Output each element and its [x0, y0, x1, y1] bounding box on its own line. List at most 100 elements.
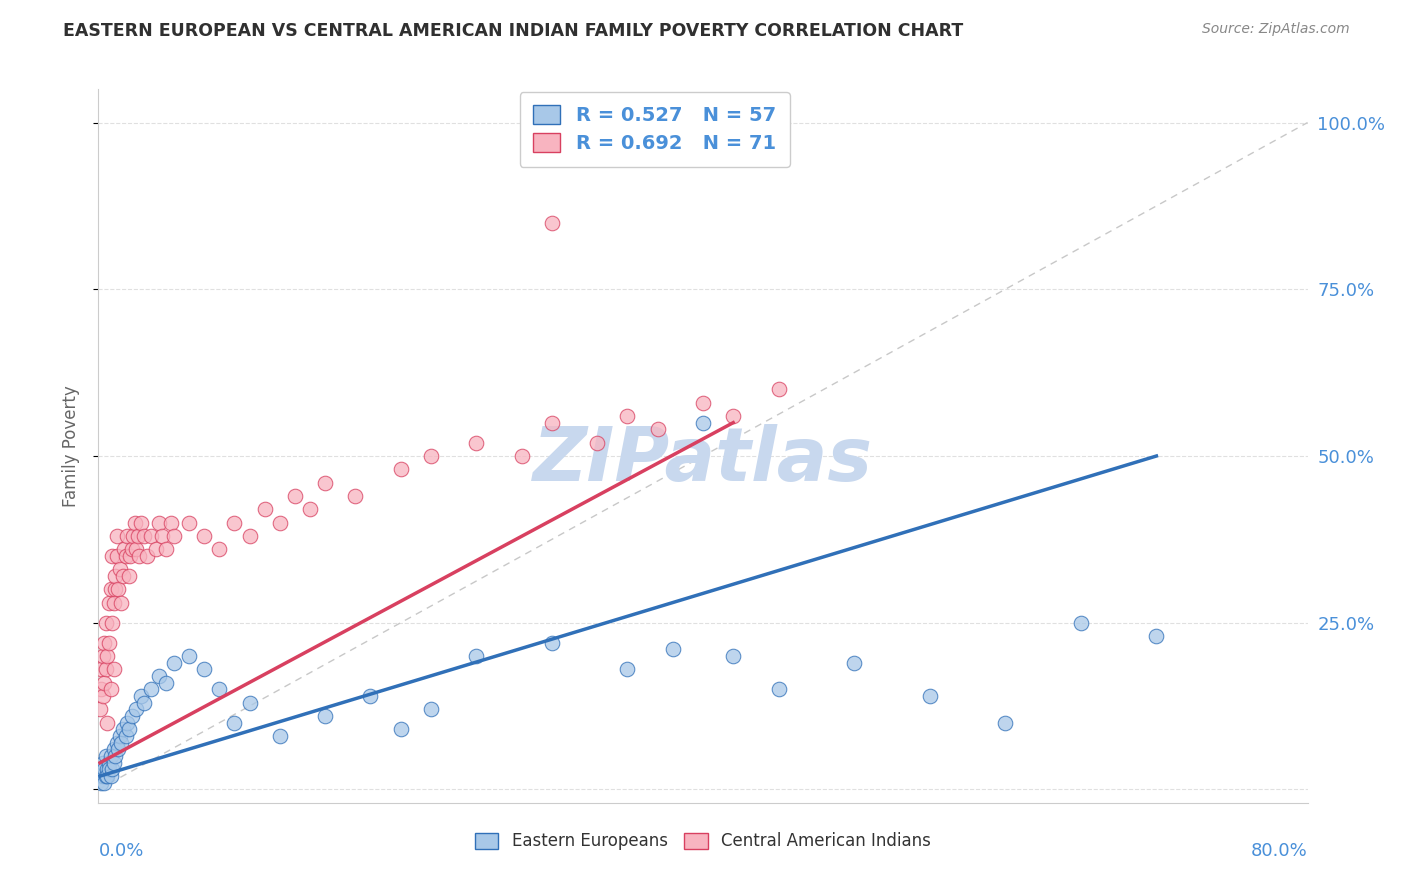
Point — [125, 702, 148, 716]
Point — [465, 435, 488, 450]
Point — [112, 542, 135, 557]
Text: ZIPatlas: ZIPatlas — [533, 424, 873, 497]
Point — [224, 516, 246, 530]
Point — [111, 723, 134, 737]
Point — [208, 682, 231, 697]
Point — [723, 649, 745, 664]
Point — [118, 569, 141, 583]
Point — [98, 763, 121, 777]
Point — [540, 636, 562, 650]
Point — [103, 756, 125, 770]
Text: EASTERN EUROPEAN VS CENTRAL AMERICAN INDIAN FAMILY POVERTY CORRELATION CHART: EASTERN EUROPEAN VS CENTRAL AMERICAN IND… — [63, 22, 963, 40]
Point — [150, 529, 173, 543]
Point — [105, 529, 128, 543]
Point — [148, 669, 170, 683]
Point — [420, 702, 443, 716]
Point — [128, 549, 150, 563]
Legend: Eastern Europeans, Central American Indians: Eastern Europeans, Central American Indi… — [467, 824, 939, 859]
Point — [89, 769, 111, 783]
Point — [101, 549, 124, 563]
Point — [101, 763, 124, 777]
Point — [768, 682, 790, 697]
Point — [94, 615, 117, 630]
Point — [103, 742, 125, 756]
Point — [224, 715, 246, 730]
Point — [121, 709, 143, 723]
Point — [94, 749, 117, 764]
Point — [104, 582, 127, 597]
Point — [586, 435, 609, 450]
Point — [100, 582, 122, 597]
Point — [129, 516, 152, 530]
Point — [647, 422, 669, 436]
Point — [125, 542, 148, 557]
Point — [100, 682, 122, 697]
Point — [91, 769, 114, 783]
Point — [100, 749, 122, 764]
Point — [89, 702, 111, 716]
Point — [105, 549, 128, 563]
Point — [108, 729, 131, 743]
Point — [692, 416, 714, 430]
Text: Source: ZipAtlas.com: Source: ZipAtlas.com — [1202, 22, 1350, 37]
Point — [299, 502, 322, 516]
Text: 0.0%: 0.0% — [98, 842, 143, 860]
Point — [768, 382, 790, 396]
Point — [108, 562, 131, 576]
Point — [103, 596, 125, 610]
Point — [124, 516, 146, 530]
Point — [96, 715, 118, 730]
Point — [179, 516, 201, 530]
Point — [100, 769, 122, 783]
Point — [91, 756, 114, 770]
Point — [90, 662, 112, 676]
Point — [93, 675, 115, 690]
Point — [141, 529, 163, 543]
Point — [661, 642, 683, 657]
Point — [994, 715, 1017, 730]
Point — [239, 696, 262, 710]
Point — [284, 489, 307, 503]
Point — [93, 763, 115, 777]
Point — [96, 763, 118, 777]
Point — [314, 475, 336, 490]
Point — [723, 409, 745, 423]
Point — [90, 682, 112, 697]
Point — [94, 662, 117, 676]
Point — [208, 542, 231, 557]
Point — [155, 675, 177, 690]
Point — [127, 529, 149, 543]
Point — [844, 656, 866, 670]
Point — [90, 776, 112, 790]
Point — [93, 636, 115, 650]
Point — [193, 662, 215, 676]
Point — [110, 736, 132, 750]
Point — [107, 742, 129, 756]
Point — [145, 542, 167, 557]
Point — [132, 696, 155, 710]
Point — [101, 615, 124, 630]
Point — [269, 729, 291, 743]
Point — [114, 549, 136, 563]
Point — [420, 449, 443, 463]
Point — [269, 516, 291, 530]
Point — [104, 569, 127, 583]
Point — [193, 529, 215, 543]
Point — [129, 689, 152, 703]
Y-axis label: Family Poverty: Family Poverty — [62, 385, 80, 507]
Point — [98, 756, 121, 770]
Point — [114, 729, 136, 743]
Point — [1070, 615, 1092, 630]
Point — [510, 449, 533, 463]
Point — [389, 462, 412, 476]
Point — [1144, 629, 1167, 643]
Point — [132, 529, 155, 543]
Text: 80.0%: 80.0% — [1251, 842, 1308, 860]
Point — [96, 769, 118, 783]
Point — [98, 596, 121, 610]
Point — [122, 529, 145, 543]
Point — [115, 715, 138, 730]
Point — [148, 516, 170, 530]
Point — [465, 649, 488, 664]
Point — [94, 769, 117, 783]
